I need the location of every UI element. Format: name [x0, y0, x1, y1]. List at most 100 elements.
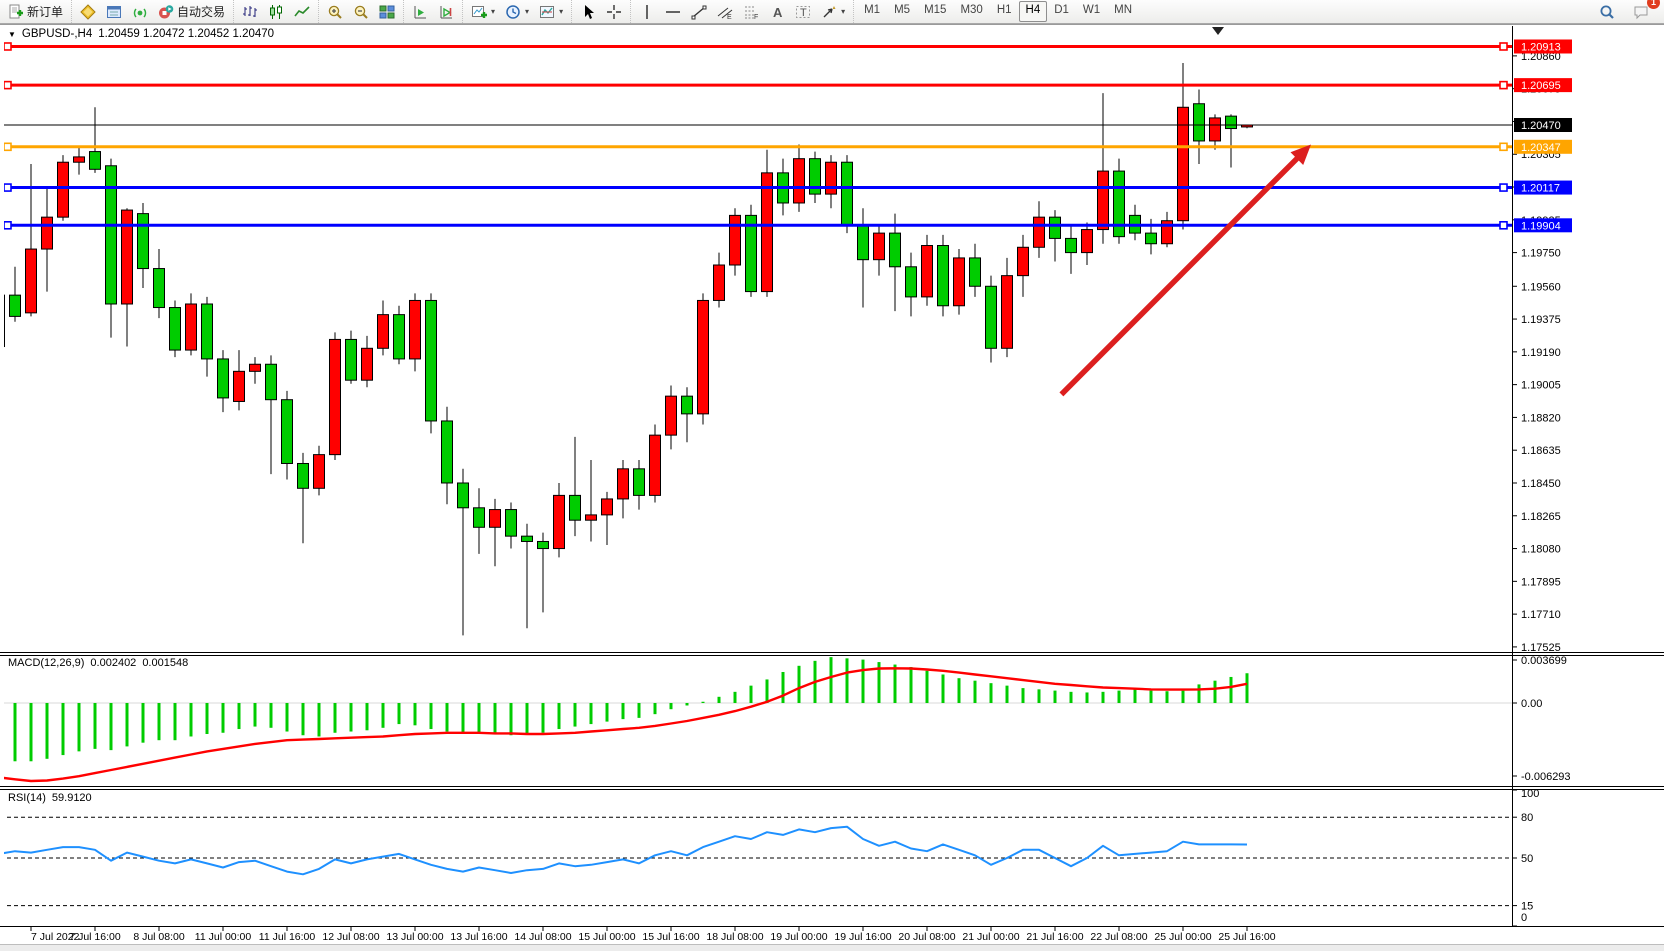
price-tick-label: 1.18820	[1521, 412, 1561, 424]
trend-arrow[interactable]	[1059, 144, 1311, 397]
line-chart-button[interactable]	[289, 0, 315, 23]
macd-histogram-bar	[1005, 685, 1009, 703]
toolbar-group: 自动交易	[71, 0, 233, 23]
line-anchor-handle[interactable]	[1499, 80, 1508, 90]
macd-histogram-bar	[317, 703, 321, 737]
horizontal-line-button[interactable]	[660, 0, 686, 23]
signals-button[interactable]	[127, 0, 153, 23]
timeframe-m1[interactable]: M1	[864, 4, 881, 16]
bar-chart-button[interactable]	[237, 0, 263, 23]
rsi-axis-label: 100	[1521, 788, 1539, 800]
macd-histogram-bar	[589, 703, 593, 725]
window-bottom-edge	[0, 944, 1664, 951]
crosshair-button[interactable]	[601, 0, 627, 23]
zoom-in-button[interactable]	[322, 0, 348, 23]
timeframe-m5[interactable]: M5	[894, 4, 911, 16]
search-button[interactable]	[1594, 0, 1620, 23]
candle-down	[281, 399, 293, 464]
macd-histogram-bar	[1053, 690, 1057, 703]
line-anchor-handle[interactable]	[4, 183, 12, 192]
macd-histogram-bar	[925, 670, 929, 703]
macd-histogram-bar	[429, 703, 433, 730]
candle-down	[473, 507, 485, 528]
text-button[interactable]: A	[764, 0, 790, 23]
vertical-line-button[interactable]	[634, 0, 660, 23]
time-tick-label: 7 Jul 2022	[31, 931, 80, 943]
macd-histogram-bar	[861, 659, 865, 703]
candle-down	[137, 213, 149, 270]
macd-histogram-bar	[557, 703, 561, 730]
timeframe-h1[interactable]: H1	[996, 4, 1012, 16]
notifications-button[interactable]: 1	[1628, 0, 1660, 23]
new-order-button[interactable]: 新订单	[3, 0, 68, 23]
cursor-button[interactable]	[575, 0, 601, 23]
collapse-triangle-icon[interactable]: ▼	[8, 29, 16, 39]
candle-up	[729, 214, 741, 266]
line-anchor-handle[interactable]	[1499, 183, 1508, 192]
candle-up	[361, 347, 373, 381]
arrows-button[interactable]: ▾	[816, 0, 850, 23]
price-tick-label: 1.19190	[1521, 347, 1561, 359]
dropdown-caret-icon[interactable]: ▾	[559, 7, 564, 16]
auto-arrange-button[interactable]	[407, 0, 433, 23]
fibonacci-button[interactable]: F	[738, 0, 764, 23]
price-badge-label: 1.19904	[1521, 220, 1561, 232]
timeframe-mn[interactable]: MN	[1114, 4, 1133, 16]
candle-down	[969, 257, 981, 287]
horizontal-line-1.20347[interactable]	[4, 142, 1512, 152]
tile-windows-icon	[379, 5, 395, 18]
macd-pane-label: MACD(12,26,9) 0.002402 0.001548	[8, 657, 188, 669]
candle-up	[601, 498, 613, 516]
tile-windows-button[interactable]	[374, 0, 400, 23]
new-chart-button[interactable]: ▾	[466, 0, 500, 23]
label-button[interactable]: T	[790, 0, 816, 23]
macd-histogram-bar	[1101, 691, 1105, 703]
main-toolbar: 新订单 自动交易 ▾ ▾ ▾ E F A T ▾ M1 M5 M15 M30 H1 H4 D1 W1 MN 1	[0, 0, 1664, 24]
candle-up	[553, 494, 565, 550]
macd-histogram-bar	[205, 703, 209, 734]
line-anchor-handle[interactable]	[1499, 221, 1508, 230]
macd-value: 0.002402	[90, 657, 137, 669]
zoom-out-button[interactable]	[348, 0, 374, 23]
candle-down	[89, 151, 101, 170]
line-anchor-handle[interactable]	[4, 42, 12, 51]
candlestick-chart-button[interactable]	[263, 0, 289, 23]
line-anchor-handle[interactable]	[4, 142, 12, 152]
market-watch-button[interactable]	[75, 0, 101, 23]
timeframe-h4[interactable]: H4	[1018, 1, 1048, 22]
dropdown-caret-icon[interactable]: ▾	[841, 7, 846, 16]
auto-trading-button[interactable]: 自动交易	[153, 0, 230, 23]
profiles-button[interactable]: ▾	[500, 0, 534, 23]
line-anchor-handle[interactable]	[4, 80, 12, 90]
line-anchor-handle[interactable]	[4, 221, 12, 230]
indicators-button[interactable]: ▾	[534, 0, 568, 23]
macd-histogram-bar	[1085, 692, 1089, 703]
trendline-button[interactable]	[686, 0, 712, 23]
timeframe-d1[interactable]: D1	[1054, 4, 1069, 16]
data-window-button[interactable]	[101, 0, 127, 23]
dropdown-caret-icon[interactable]: ▾	[491, 7, 496, 16]
macd-histogram-bar	[1181, 690, 1185, 703]
line-anchor-handle[interactable]	[1499, 142, 1508, 152]
chart-shift-marker-icon[interactable]	[1212, 27, 1224, 35]
macd-histogram-bar	[301, 703, 305, 736]
horizontal-line-1.20913[interactable]	[4, 42, 1512, 51]
chart-canvas[interactable]: 1.208601.206751.204901.203051.201201.199…	[0, 24, 1664, 944]
cascade-button[interactable]	[433, 0, 459, 23]
macd-histogram-bar	[285, 703, 289, 732]
time-tick-label: 21 Jul 16:00	[1026, 931, 1083, 943]
horizontal-line-1.20695[interactable]	[4, 80, 1512, 90]
rsi-axis-label: 50	[1521, 853, 1533, 865]
candle-down	[809, 158, 821, 195]
timeframe-m15[interactable]: M15	[924, 4, 947, 16]
candle-down	[201, 303, 213, 360]
horizontal-line-1.20117[interactable]	[4, 183, 1512, 192]
macd-histogram-bar	[797, 665, 801, 703]
equidistant-channel-button[interactable]: E	[712, 0, 738, 23]
chart-window[interactable]: ▼ GBPUSD-,H4 1.20459 1.20472 1.20452 1.2…	[0, 24, 1664, 944]
timeframe-w1[interactable]: W1	[1082, 4, 1101, 16]
line-anchor-handle[interactable]	[1499, 42, 1508, 51]
horizontal-line-1.19904[interactable]	[4, 221, 1512, 230]
dropdown-caret-icon[interactable]: ▾	[525, 7, 530, 16]
timeframe-m30[interactable]: M30	[960, 4, 983, 16]
